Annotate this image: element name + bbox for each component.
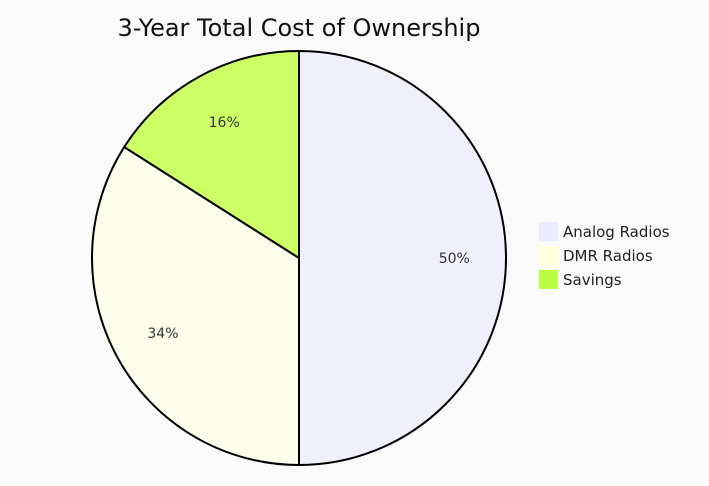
legend-label-dmr-radios: DMR Radios	[563, 247, 653, 265]
slice-label-savings: 16%	[209, 115, 240, 131]
pie-slice-labels: 50% 34% 16%	[147, 115, 469, 342]
pie-slice-dmr-radios	[91, 145, 300, 467]
pie-slice-savings	[122, 49, 300, 260]
legend-swatch-analog-radios	[539, 222, 558, 241]
legend-label-savings: Savings	[563, 271, 622, 289]
legend-swatch-dmr-radios	[539, 246, 558, 265]
chart-title: 3-Year Total Cost of Ownership	[118, 14, 481, 42]
pie-slices	[91, 49, 507, 467]
legend-label-analog-radios: Analog Radios	[563, 223, 670, 241]
slice-label-dmr-radios: 34%	[147, 326, 178, 342]
pie-slice-analog-radios	[298, 49, 507, 467]
chart-legend: Analog Radios DMR Radios Savings	[539, 222, 670, 289]
legend-swatch-savings	[539, 270, 558, 289]
slice-label-analog-radios: 50%	[439, 251, 470, 267]
